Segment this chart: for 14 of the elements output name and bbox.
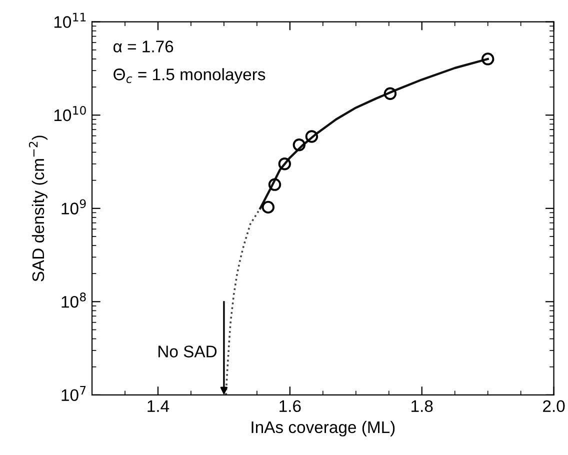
y-tick-label: 10$^{9}$ bbox=[62, 199, 86, 214]
y-tick-label: 10$^{7}$ bbox=[62, 386, 86, 402]
y-tick-label: 10$^{10}$ bbox=[54, 106, 86, 122]
annotation: α = 1.76 bbox=[113, 40, 174, 52]
y-tick-label: 10$^{11}$ bbox=[54, 12, 86, 28]
y-axis-title: SAD density (cm$^{−2}$) bbox=[28, 136, 48, 282]
x-axis-title: InAs coverage (ML) bbox=[252, 420, 395, 436]
x-tick-label: 1.8 bbox=[412, 400, 433, 412]
annotation: Θ$_{c}$ = 1.5 monolayers bbox=[114, 68, 266, 84]
x-tick-label: 1.4 bbox=[148, 400, 170, 412]
y-tick-label: 10$^{8}$ bbox=[62, 292, 86, 308]
annotation: No SAD bbox=[158, 346, 217, 358]
x-tick-label: 2.0 bbox=[543, 400, 565, 412]
x-tick-label: 1.6 bbox=[280, 400, 301, 412]
